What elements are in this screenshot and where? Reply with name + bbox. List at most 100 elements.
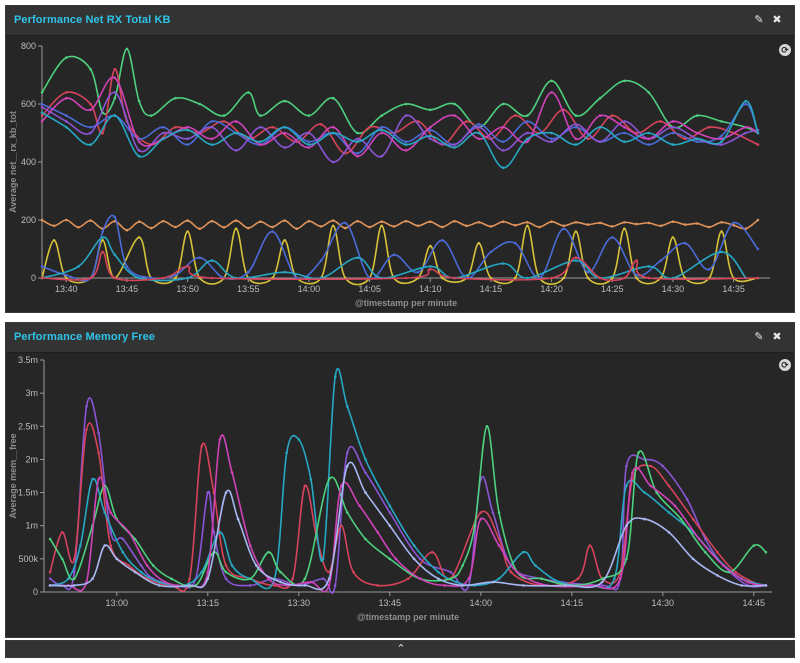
data-point[interactable] — [404, 114, 408, 117]
data-point[interactable] — [625, 524, 628, 527]
data-point[interactable] — [562, 224, 565, 228]
series-line[interactable] — [41, 236, 747, 282]
data-point[interactable] — [376, 531, 380, 534]
data-point[interactable] — [380, 220, 384, 223]
data-point[interactable] — [101, 236, 104, 239]
data-point[interactable] — [647, 143, 650, 146]
data-point[interactable] — [331, 96, 335, 100]
data-point[interactable] — [477, 137, 481, 141]
data-point[interactable] — [764, 584, 768, 587]
data-point[interactable] — [716, 574, 719, 577]
data-point[interactable] — [380, 131, 384, 135]
data-point[interactable] — [497, 544, 501, 547]
data-point[interactable] — [404, 149, 408, 152]
data-point[interactable] — [60, 531, 64, 534]
data-point[interactable] — [85, 428, 88, 431]
data-point[interactable] — [600, 577, 604, 580]
data-point[interactable] — [477, 131, 481, 135]
data-point[interactable] — [600, 584, 604, 587]
data-point[interactable] — [158, 584, 161, 587]
data-point[interactable] — [376, 584, 380, 587]
data-point[interactable] — [489, 250, 493, 254]
data-point[interactable] — [247, 226, 250, 230]
data-point[interactable] — [309, 580, 313, 584]
series-line[interactable] — [49, 367, 767, 590]
data-point[interactable] — [40, 276, 44, 280]
data-point[interactable] — [285, 451, 289, 455]
data-point[interactable] — [631, 471, 634, 474]
data-point[interactable] — [412, 557, 416, 561]
data-point[interactable] — [431, 550, 434, 554]
data-point[interactable] — [526, 140, 529, 143]
data-point[interactable] — [340, 484, 343, 488]
data-point[interactable] — [380, 125, 384, 129]
data-point[interactable] — [198, 102, 201, 106]
data-point[interactable] — [497, 537, 501, 541]
data-point[interactable] — [224, 491, 228, 494]
data-point[interactable] — [137, 236, 141, 239]
data-point[interactable] — [346, 451, 349, 455]
data-point[interactable] — [89, 131, 92, 135]
data-point[interactable] — [198, 227, 201, 230]
data-point[interactable] — [52, 239, 56, 242]
data-point[interactable] — [97, 451, 100, 455]
data-point[interactable] — [479, 511, 483, 514]
data-point[interactable] — [756, 131, 760, 135]
data-point[interactable] — [307, 140, 311, 143]
data-point[interactable] — [331, 125, 335, 129]
data-point[interactable] — [352, 570, 355, 574]
data-point[interactable] — [477, 125, 481, 129]
data-point[interactable] — [230, 564, 234, 567]
data-point[interactable] — [291, 577, 295, 580]
data-point[interactable] — [103, 511, 106, 514]
data-point[interactable] — [125, 265, 129, 268]
data-point[interactable] — [162, 125, 165, 129]
data-point[interactable] — [695, 140, 699, 143]
data-point[interactable] — [40, 105, 44, 109]
data-point[interactable] — [247, 270, 250, 274]
data-point[interactable] — [671, 120, 675, 123]
data-point[interactable] — [526, 114, 529, 117]
data-point[interactable] — [234, 120, 238, 123]
data-point[interactable] — [574, 125, 578, 129]
data-point[interactable] — [756, 143, 760, 146]
data-point[interactable] — [279, 580, 282, 584]
data-point[interactable] — [77, 265, 80, 268]
data-point[interactable] — [319, 259, 323, 262]
data-point[interactable] — [404, 102, 408, 106]
data-point[interactable] — [331, 131, 335, 135]
data-point[interactable] — [101, 230, 104, 233]
data-point[interactable] — [437, 570, 440, 574]
data-point[interactable] — [708, 268, 711, 271]
data-point[interactable] — [279, 570, 282, 574]
data-point[interactable] — [550, 140, 553, 143]
data-point[interactable] — [162, 137, 165, 141]
data-point[interactable] — [716, 550, 719, 554]
data-point[interactable] — [598, 221, 602, 225]
data-point[interactable] — [756, 247, 760, 251]
data-point[interactable] — [234, 219, 238, 222]
data-point[interactable] — [234, 227, 238, 230]
data-point[interactable] — [526, 131, 529, 135]
data-point[interactable] — [380, 154, 384, 158]
data-point[interactable] — [734, 570, 737, 574]
data-point[interactable] — [77, 226, 80, 229]
data-point[interactable] — [319, 123, 323, 126]
data-point[interactable] — [404, 276, 408, 280]
data-point[interactable] — [255, 564, 258, 567]
data-point[interactable] — [137, 220, 141, 223]
data-point[interactable] — [210, 137, 214, 141]
data-point[interactable] — [222, 120, 226, 123]
data-point[interactable] — [48, 584, 52, 587]
data-point[interactable] — [526, 224, 529, 228]
data-point[interactable] — [392, 225, 396, 228]
data-point[interactable] — [249, 577, 252, 580]
data-point[interactable] — [429, 268, 432, 271]
data-point[interactable] — [224, 570, 228, 574]
data-point[interactable] — [115, 557, 119, 561]
data-point[interactable] — [327, 570, 331, 574]
data-point[interactable] — [249, 544, 252, 547]
data-point[interactable] — [449, 577, 452, 580]
data-point[interactable] — [186, 143, 189, 146]
data-point[interactable] — [522, 550, 525, 554]
